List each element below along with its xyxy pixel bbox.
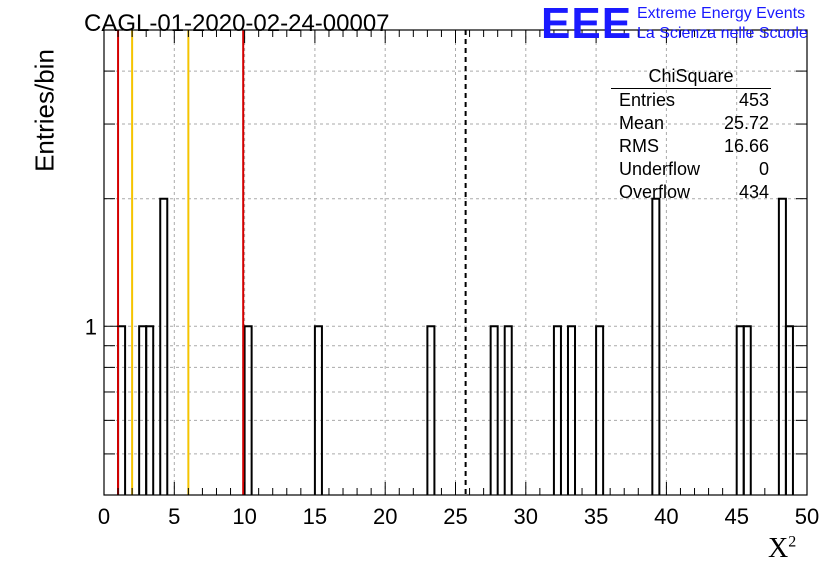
y-axis-ticks: 1 [85,70,807,455]
eee-logo: EEE [541,0,633,48]
x-tick-label: 45 [724,504,748,529]
histogram-bin [777,197,787,495]
histogram-bin [735,325,745,495]
stats-value: 453 [738,90,769,110]
stats-row: Mean 25.72 [611,112,771,135]
logo-line-2: La Scienza nelle Scuole [637,25,808,42]
histogram-bin [426,325,436,495]
x-tick-label: 35 [584,504,608,529]
histogram-bin [552,325,562,495]
stats-value: 16.66 [723,136,769,156]
x-axis-label-sup: 2 [788,533,797,551]
histogram-bin [742,325,752,495]
marker-lines [117,30,467,495]
stats-value: 434 [738,182,769,202]
logo-caption: Extreme Energy Events La Scienza nelle S… [637,4,808,44]
x-tick-label: 50 [795,504,819,529]
histogram-bin [117,325,127,495]
y-tick-label: 1 [85,314,97,339]
stats-box: ChiSquare Entries 453 Mean 25.72 RMS 16.66 … [611,66,771,204]
x-axis-label-base: X [768,533,789,564]
stats-row: Underflow 0 [611,158,771,181]
x-tick-label: 15 [303,504,327,529]
histogram-bin [159,197,169,495]
histogram-bin [243,325,253,495]
histogram-bin [313,325,323,495]
logo-line-1: Extreme Energy Events [637,5,806,22]
stats-label: Mean [619,113,665,133]
x-tick-label: 25 [443,504,467,529]
histogram-bin [595,325,605,495]
x-axis-ticks: 0 5 10 15 20 25 30 35 40 45 50 [98,30,819,529]
histogram-bin [651,197,661,495]
x-tick-label: 20 [373,504,397,529]
stats-label: Overflow [619,182,691,202]
histogram-bin [489,325,499,495]
stats-row: Entries 453 [611,89,771,112]
x-axis-label: X2 [768,533,796,565]
stats-row: RMS 16.66 [611,135,771,158]
x-tick-label: 30 [514,504,538,529]
x-tick-label: 40 [654,504,678,529]
x-tick-label: 0 [98,504,110,529]
y-axis-label: Entries/bin [29,49,60,172]
x-tick-label: 5 [168,504,180,529]
stats-row: Overflow 434 [611,181,771,204]
stats-label: RMS [619,136,659,156]
chart-title: CAGL-01-2020-02-24-00007 [84,10,390,37]
x-tick-label: 10 [232,504,256,529]
stats-value: 0 [758,159,769,179]
stats-label: Entries [619,90,676,110]
stats-value: 25.72 [723,113,769,133]
histogram-bin [503,325,513,495]
histogram-bin [566,325,577,495]
histogram-bin [145,325,155,495]
histogram-bin [784,325,794,495]
histogram-bin [138,325,148,495]
stats-label: Underflow [619,159,701,179]
stats-title: ChiSquare [611,66,771,89]
